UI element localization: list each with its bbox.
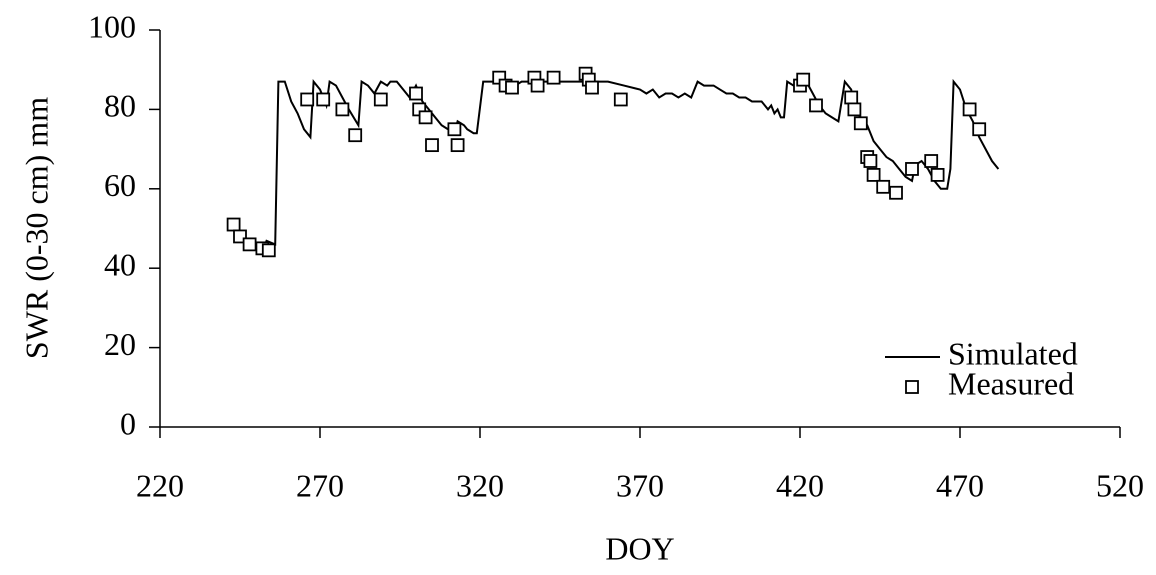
marker — [844, 90, 859, 105]
legend-label: Simulated — [948, 335, 1078, 371]
marker — [425, 138, 439, 153]
marker — [876, 179, 891, 194]
x-tick-label: 220 — [136, 467, 184, 503]
marker — [373, 92, 388, 107]
x-axis-label: DOY — [605, 530, 674, 566]
y-tick-label: 40 — [104, 247, 136, 283]
marker — [796, 72, 811, 87]
marker — [409, 86, 423, 101]
y-tick-label: 60 — [104, 167, 136, 203]
y-tick-label: 100 — [88, 8, 136, 44]
y-tick-label: 20 — [104, 326, 136, 362]
marker — [863, 154, 878, 168]
marker — [962, 102, 977, 117]
marker — [972, 122, 987, 137]
marker — [300, 92, 315, 107]
legend-swatch — [905, 380, 919, 394]
marker — [905, 162, 919, 176]
marker — [889, 185, 903, 200]
marker — [505, 80, 519, 95]
marker — [226, 217, 241, 232]
marker — [418, 110, 433, 125]
x-tick-label: 370 — [616, 467, 664, 503]
marker — [348, 128, 363, 143]
marker — [924, 154, 939, 168]
line-series — [265, 78, 1000, 246]
marker — [450, 138, 465, 153]
marker — [866, 168, 881, 182]
x-tick-label: 320 — [456, 467, 504, 503]
marker — [546, 70, 561, 85]
marker — [261, 243, 276, 258]
marker — [613, 92, 628, 107]
x-tick-label: 420 — [776, 467, 824, 503]
x-tick-label: 520 — [1096, 467, 1144, 503]
y-tick-label: 80 — [104, 88, 136, 124]
x-tick-label: 270 — [296, 467, 344, 503]
marker — [847, 102, 862, 117]
marker — [930, 168, 945, 182]
marker — [316, 92, 331, 107]
marker — [447, 122, 462, 137]
marker — [853, 116, 868, 131]
marker — [530, 78, 545, 93]
marker — [585, 80, 599, 95]
legend-label: Measured — [948, 365, 1074, 401]
y-tick-label: 0 — [120, 405, 136, 441]
x-tick-label: 470 — [936, 467, 984, 503]
y-axis-label: SWR (0-30 cm) mm — [18, 97, 54, 359]
marker — [809, 98, 823, 113]
marker — [242, 237, 257, 252]
marker — [335, 102, 350, 117]
